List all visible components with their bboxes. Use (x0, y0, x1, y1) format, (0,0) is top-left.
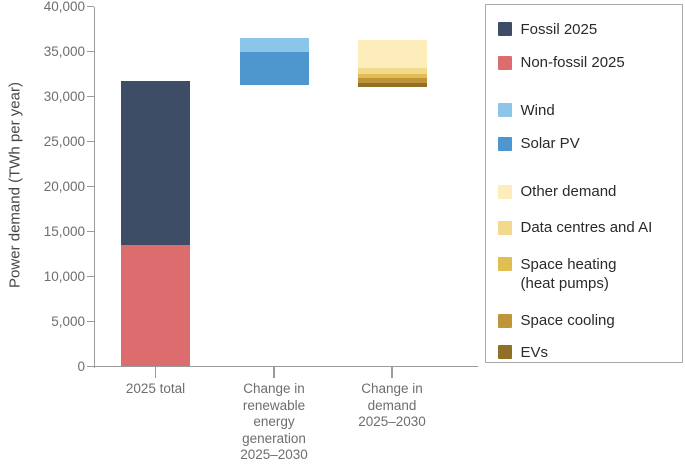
bar (239, 38, 309, 85)
x-axis-label: Change in demand 2025–2030 (358, 381, 426, 429)
bar-segment (357, 78, 427, 83)
bar (357, 39, 427, 87)
legend-swatch-evs (498, 345, 512, 359)
legend-item-label: Space cooling (520, 312, 615, 329)
y-axis-tick (87, 230, 94, 233)
y-axis-tick (87, 95, 94, 98)
bar-segment (357, 39, 427, 69)
legend-item-label: Non-fossil 2025 (520, 54, 625, 71)
x-axis-tick (391, 366, 393, 378)
legend-item-label: Data centres and AI (520, 219, 653, 236)
y-axis-tick-label: 20,000 (43, 178, 85, 194)
legend-item-label: Space heating (heat pumps) (520, 255, 617, 292)
y-axis-tick-label: 30,000 (43, 88, 85, 104)
y-axis-line (94, 6, 96, 368)
bar-segment (121, 244, 190, 367)
y-axis-tick (87, 140, 94, 143)
y-axis-tick-label: 5,000 (51, 313, 85, 329)
y-axis-tick (87, 185, 94, 188)
legend-item-label: Fossil 2025 (520, 20, 598, 38)
legend-item-label: Solar PV (520, 135, 580, 152)
legend: Fossil 2025 Non-fossil 2025 Wind Solar PV Ot… (484, 4, 683, 363)
bar-segment (357, 68, 427, 74)
y-axis-tick-label: 10,000 (43, 268, 85, 284)
y-axis-tick (87, 275, 94, 278)
x-axis-line (94, 365, 478, 368)
legend-swatch-space-cooling (498, 313, 512, 328)
y-axis-tick-label: 35,000 (43, 43, 85, 59)
legend-swatch-other-demand (498, 184, 512, 199)
legend-item-label: Other demand (520, 183, 617, 200)
bar (121, 81, 190, 367)
legend-item-label: Wind (520, 101, 555, 119)
y-axis-tick (87, 5, 94, 8)
y-axis-tick-label: 25,000 (43, 133, 85, 149)
x-axis-tick (273, 366, 275, 378)
bar-segment (121, 81, 190, 245)
bar-segment (239, 51, 309, 85)
x-axis-label: Change in renewable energy generation 20… (240, 381, 308, 462)
legend-swatch-solar-pv (498, 136, 512, 151)
x-axis-label: 2025 total (125, 381, 186, 396)
y-axis-tick (87, 320, 94, 323)
y-axis-tick-label: 40,000 (43, 0, 85, 14)
legend-item-label: EVs (520, 343, 549, 361)
x-axis-tick (154, 366, 157, 378)
legend-swatch-non-fossil-2025 (498, 55, 512, 70)
bar-segment (239, 38, 309, 52)
legend-swatch-wind (498, 103, 512, 117)
bar-segment (357, 73, 427, 79)
legend-swatch-fossil-2025 (498, 22, 512, 36)
bar-segment (357, 82, 427, 87)
y-axis-tick-label: 15,000 (43, 223, 85, 239)
y-axis-tick (87, 365, 94, 368)
y-axis-tick (87, 50, 94, 53)
legend-swatch-data-centres-and-ai (498, 220, 512, 235)
legend-swatch-space-heating (498, 257, 512, 271)
y-axis-tick-label: 0 (77, 358, 85, 374)
